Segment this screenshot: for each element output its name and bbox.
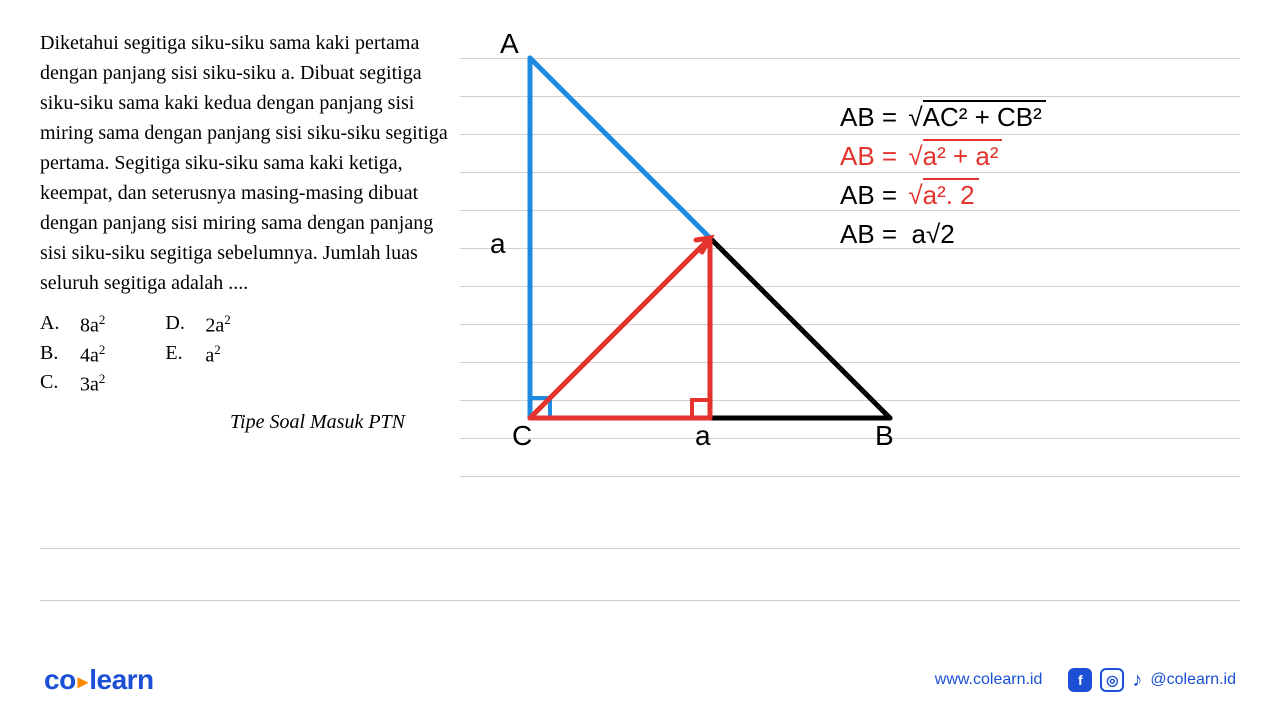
social-icons: f ◎ ♪ @colearn.id: [1068, 668, 1236, 692]
divider-bottom: [40, 600, 1240, 601]
footer: co▸learn www.colearn.id f ◎ ♪ @colearn.i…: [0, 664, 1280, 696]
facebook-icon[interactable]: f: [1068, 668, 1092, 692]
question-text: Diketahui segitiga siku-siku sama kaki p…: [40, 28, 460, 298]
options-right-col: D.2a2 E.a2: [165, 312, 230, 397]
social-handle[interactable]: @colearn.id: [1150, 671, 1236, 689]
tiktok-icon[interactable]: ♪: [1132, 668, 1142, 692]
work-line-1: AB = √AC² + CB²: [840, 98, 1046, 137]
diagram-column: A a C a B AB = √AC² + CB² AB = √a² + a² …: [460, 28, 1240, 508]
option-d: D.2a2: [165, 312, 230, 338]
options-left-col: A.8a2 B.4a2 C.3a2: [40, 312, 105, 397]
side-MB: [710, 238, 890, 418]
divider-top: [40, 548, 1240, 549]
question-column: Diketahui segitiga siku-siku sama kaki p…: [40, 28, 460, 508]
colearn-logo: co▸learn: [44, 664, 154, 696]
option-b: B.4a2: [40, 342, 105, 368]
option-c: C.3a2: [40, 371, 105, 397]
logo-dot-icon: ▸: [78, 671, 88, 693]
label-a-left: a: [490, 228, 506, 260]
red-hypotenuse: [530, 238, 710, 418]
option-a: A.8a2: [40, 312, 105, 338]
label-A: A: [500, 28, 519, 60]
worked-solution: AB = √AC² + CB² AB = √a² + a² AB = √a². …: [840, 98, 1046, 254]
work-line-4: AB = a√2: [840, 215, 1046, 254]
work-line-3: AB = √a². 2: [840, 176, 1046, 215]
right-angle-foot: [692, 400, 710, 418]
label-B: B: [875, 420, 894, 452]
instagram-icon[interactable]: ◎: [1100, 668, 1124, 692]
label-a-bottom: a: [695, 420, 711, 452]
footer-url[interactable]: www.colearn.id: [935, 671, 1043, 689]
question-note: Tipe Soal Masuk PTN: [230, 411, 460, 434]
label-C: C: [512, 420, 532, 452]
content-area: Diketahui segitiga siku-siku sama kaki p…: [0, 0, 1280, 508]
footer-right: www.colearn.id f ◎ ♪ @colearn.id: [935, 668, 1236, 692]
option-e: E.a2: [165, 342, 230, 368]
options-block: A.8a2 B.4a2 C.3a2 D.2a2 E.a2: [40, 312, 460, 397]
side-AM: [530, 58, 710, 238]
work-line-2: AB = √a² + a²: [840, 137, 1046, 176]
